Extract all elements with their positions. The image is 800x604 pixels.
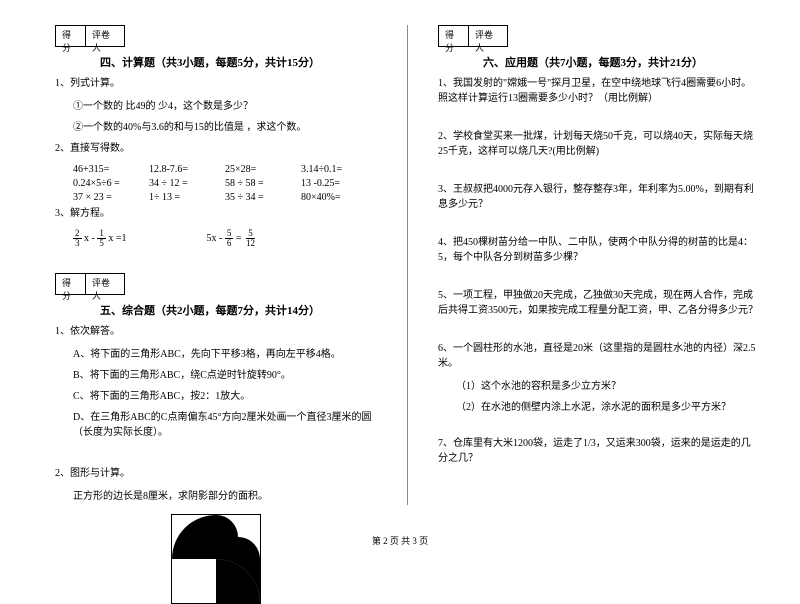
score-box-5: 得分 评卷人: [55, 273, 125, 295]
calc-cell: 58 ÷ 58 =: [225, 178, 301, 189]
q5-2a: 正方形的边长是8厘米，求阴影部分的面积。: [73, 489, 377, 504]
q5-1d: D、在三角形ABC的C点南偏东45°方向2厘米处画一个直径3厘米的圆（长度为实际…: [73, 410, 377, 440]
calc-cell: 46+315=: [73, 164, 149, 175]
q6-4: 4、把450棵树苗分给一中队、二中队，使两个中队分得的树苗的比是4：5，每个中队…: [438, 235, 760, 265]
q6-6: 6、一个圆柱形的水池，直径是20米（这里指的是圆柱水池的内径）深2.5米。: [438, 341, 760, 371]
page-container: 得分 评卷人 四、计算题（共3小题，每题5分，共计15分） 1、列式计算。 ①一…: [0, 0, 800, 604]
q6-6b: （2）在水池的侧壁内涂上水泥，涂水泥的面积是多少平方米？: [456, 400, 760, 415]
section6-title: 六、应用题（共7小题，每题3分，共计21分）: [483, 54, 760, 70]
section6-head: 得分 评卷人: [438, 25, 760, 50]
q6-7: 7、仓库里有大米1200袋，运走了1/3，又运来300袋，运来的是运走的几分之几…: [438, 436, 760, 466]
calc-cell: 25×28=: [225, 164, 301, 175]
calc-cell: 3.14÷0.1=: [301, 164, 377, 175]
q5-1a: A、将下面的三角形ABC，先向下平移3格，再向左平移4格。: [73, 347, 377, 362]
q4-1b: ②一个数的40%与3.6的和与15的比值是 ，求这个数。: [73, 120, 377, 135]
grader-cell: 评卷人: [468, 25, 508, 47]
q5-1b: B、将下面的三角形ABC，绕C点逆时针旋转90°。: [73, 368, 377, 383]
q6-5: 5、一项工程，甲独做20天完成，乙独做30天完成，现在两人合作，完成后共得工资3…: [438, 288, 760, 318]
calc-row-2: 0.24×5÷6 = 34 ÷ 12 = 58 ÷ 58 = 13 -0.25=: [73, 178, 377, 189]
score-box-6: 得分 评卷人: [438, 25, 508, 47]
calc-cell: 35 ÷ 34 =: [225, 192, 301, 203]
score-cell: 得分: [55, 273, 85, 295]
section4-head: 得分 评卷人: [55, 25, 377, 50]
calc-cell: 0.24×5÷6 =: [73, 178, 149, 189]
geometry-figure: [171, 514, 261, 604]
calc-row-1: 46+315= 12.8-7.6= 25×28= 3.14÷0.1=: [73, 164, 377, 175]
calc-cell: 13 -0.25=: [301, 178, 377, 189]
grader-cell: 评卷人: [85, 273, 125, 295]
q6-2: 2、学校食堂买来一批煤，计划每天烧50千克，可以烧40天，实际每天烧25千克，这…: [438, 129, 760, 159]
q6-6a: （1）这个水池的容积是多少立方米？: [456, 379, 760, 394]
calc-cell: 80×40%=: [301, 192, 377, 203]
column-divider: [407, 25, 408, 505]
q4-3: 3、解方程。: [55, 206, 377, 221]
page-footer: 第 2 页 共 3 页: [0, 534, 800, 547]
q5-1: 1、依次解答。: [55, 324, 377, 339]
section5-title: 五、综合题（共2小题，每题7分，共计14分）: [100, 302, 377, 318]
q4-1: 1、列式计算。: [55, 76, 377, 91]
section4-title: 四、计算题（共3小题，每题5分，共计15分）: [100, 54, 377, 70]
calc-cell: 1÷ 13 =: [149, 192, 225, 203]
equation-2: 5x - 56 = 512: [206, 229, 256, 248]
section5-head: 得分 评卷人: [55, 273, 377, 298]
q5-1c: C、将下面的三角形ABC，按2：1放大。: [73, 389, 377, 404]
calc-cell: 37 × 23 =: [73, 192, 149, 203]
calc-cell: 34 ÷ 12 =: [149, 178, 225, 189]
score-cell: 得分: [55, 25, 85, 47]
q4-2: 2、直接写得数。: [55, 141, 377, 156]
score-box-4: 得分 评卷人: [55, 25, 125, 47]
q6-1: 1、我国发射的"嫦娥一号"探月卫星，在空中绕地球飞行4圈需要6小时。照这样计算运…: [438, 76, 760, 106]
left-column: 得分 评卷人 四、计算题（共3小题，每题5分，共计15分） 1、列式计算。 ①一…: [55, 25, 377, 604]
equations-row: 23 x - 15 x =1 5x - 56 = 512: [73, 229, 377, 248]
equation-1: 23 x - 15 x =1: [73, 229, 126, 248]
right-column: 得分 评卷人 六、应用题（共7小题，每题3分，共计21分） 1、我国发射的"嫦娥…: [438, 25, 760, 604]
q4-1a: ①一个数的 比49的 少4，这个数是多少？: [73, 99, 377, 114]
calc-row-3: 37 × 23 = 1÷ 13 = 35 ÷ 34 = 80×40%=: [73, 192, 377, 203]
score-cell: 得分: [438, 25, 468, 47]
q6-3: 3、王叔叔把4000元存入银行，整存整存3年，年利率为5.00%，到期有利息多少…: [438, 182, 760, 212]
grader-cell: 评卷人: [85, 25, 125, 47]
q5-2: 2、图形与计算。: [55, 466, 377, 481]
calc-cell: 12.8-7.6=: [149, 164, 225, 175]
